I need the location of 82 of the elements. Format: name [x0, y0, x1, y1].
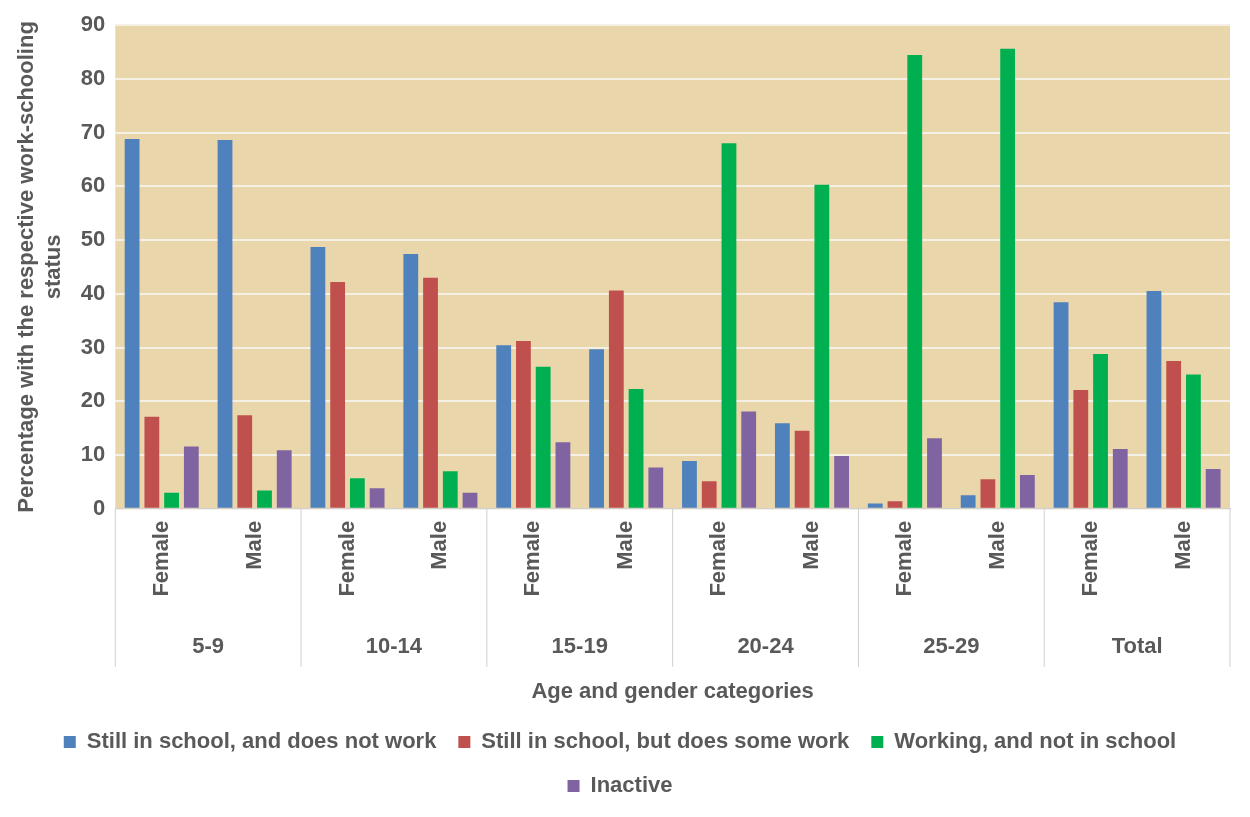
legend-label: Still in school, and does not work	[86, 728, 438, 754]
bar	[794, 430, 810, 508]
bar	[1146, 291, 1162, 508]
bar	[555, 442, 571, 508]
bar	[310, 247, 326, 508]
x-tick-label: Male	[1169, 520, 1195, 570]
legend-label: Inactive	[590, 772, 673, 798]
bar	[276, 450, 292, 508]
bar	[682, 460, 697, 508]
y-tick-label: 80	[80, 64, 106, 90]
bar	[774, 423, 790, 508]
legend-label: Working, and not in school	[894, 728, 1177, 754]
bar	[1000, 48, 1016, 508]
bar	[927, 438, 942, 508]
x-tick-label: Male	[240, 520, 266, 570]
bar	[867, 503, 883, 508]
y-tick-label: 40	[80, 279, 106, 305]
text: 15-19	[551, 633, 608, 659]
bar	[257, 490, 272, 508]
x-tick-label: Female	[890, 520, 916, 597]
x-tick-label: Male	[798, 520, 824, 570]
y-tick-label: 60	[80, 172, 106, 198]
bar	[887, 501, 903, 508]
y-tick-label: 30	[80, 333, 106, 359]
bar	[1073, 389, 1089, 508]
bar	[164, 492, 179, 508]
bar	[1019, 474, 1035, 508]
x-tick-label: Female	[519, 520, 545, 597]
bar	[648, 467, 664, 508]
bar	[721, 143, 737, 508]
bar	[980, 479, 996, 508]
bar	[144, 416, 160, 508]
text: Total	[1111, 633, 1163, 659]
bar	[237, 415, 253, 508]
bar	[403, 253, 419, 508]
bar	[217, 140, 233, 508]
x-tick-label: Female	[147, 520, 173, 597]
x-tick-label: Male	[426, 520, 452, 570]
x-tick-label: Male	[983, 520, 1009, 570]
bar	[608, 290, 624, 508]
bar	[535, 366, 551, 508]
y-tick-label: 0	[93, 494, 106, 520]
y-tick-label: 50	[80, 226, 106, 252]
bar	[1053, 302, 1069, 508]
bar	[369, 488, 385, 508]
bar	[124, 138, 140, 508]
y-tick-label: 90	[80, 11, 106, 37]
bar	[960, 495, 976, 508]
bar	[516, 341, 531, 508]
y-tick-label: 20	[80, 387, 106, 413]
bar	[442, 471, 458, 508]
x-tick-label: Female	[1076, 520, 1102, 597]
bar	[1205, 469, 1221, 508]
legend-label: Still in school, but does some work	[481, 728, 851, 754]
x-tick-label: Female	[705, 520, 731, 597]
bar	[1186, 374, 1201, 508]
bar	[183, 446, 199, 508]
bar	[907, 55, 923, 508]
bar	[741, 411, 757, 508]
bar	[834, 456, 849, 508]
bar	[1093, 353, 1108, 508]
bar	[1112, 449, 1128, 508]
y-axis-title: Percentage with the respective work-schooling status	[13, 21, 65, 513]
bar	[496, 345, 512, 508]
text: 5-9	[192, 633, 225, 659]
x-tick-label: Male	[612, 520, 638, 570]
bar	[1166, 360, 1182, 508]
x-tick-label: Female	[333, 520, 359, 597]
text: 20-24	[737, 633, 795, 659]
text: 25-29	[923, 633, 980, 659]
x-axis-title: Age and gender categories	[531, 677, 814, 703]
bar	[628, 388, 644, 508]
y-tick-label: 70	[80, 118, 106, 144]
bar	[423, 277, 438, 508]
bar	[589, 349, 604, 508]
bar	[814, 184, 830, 508]
bar	[701, 481, 717, 508]
bar	[462, 492, 478, 508]
y-tick-label: 10	[80, 441, 106, 467]
bar	[330, 281, 346, 508]
bar	[349, 478, 365, 508]
text: 10-14	[365, 633, 423, 659]
